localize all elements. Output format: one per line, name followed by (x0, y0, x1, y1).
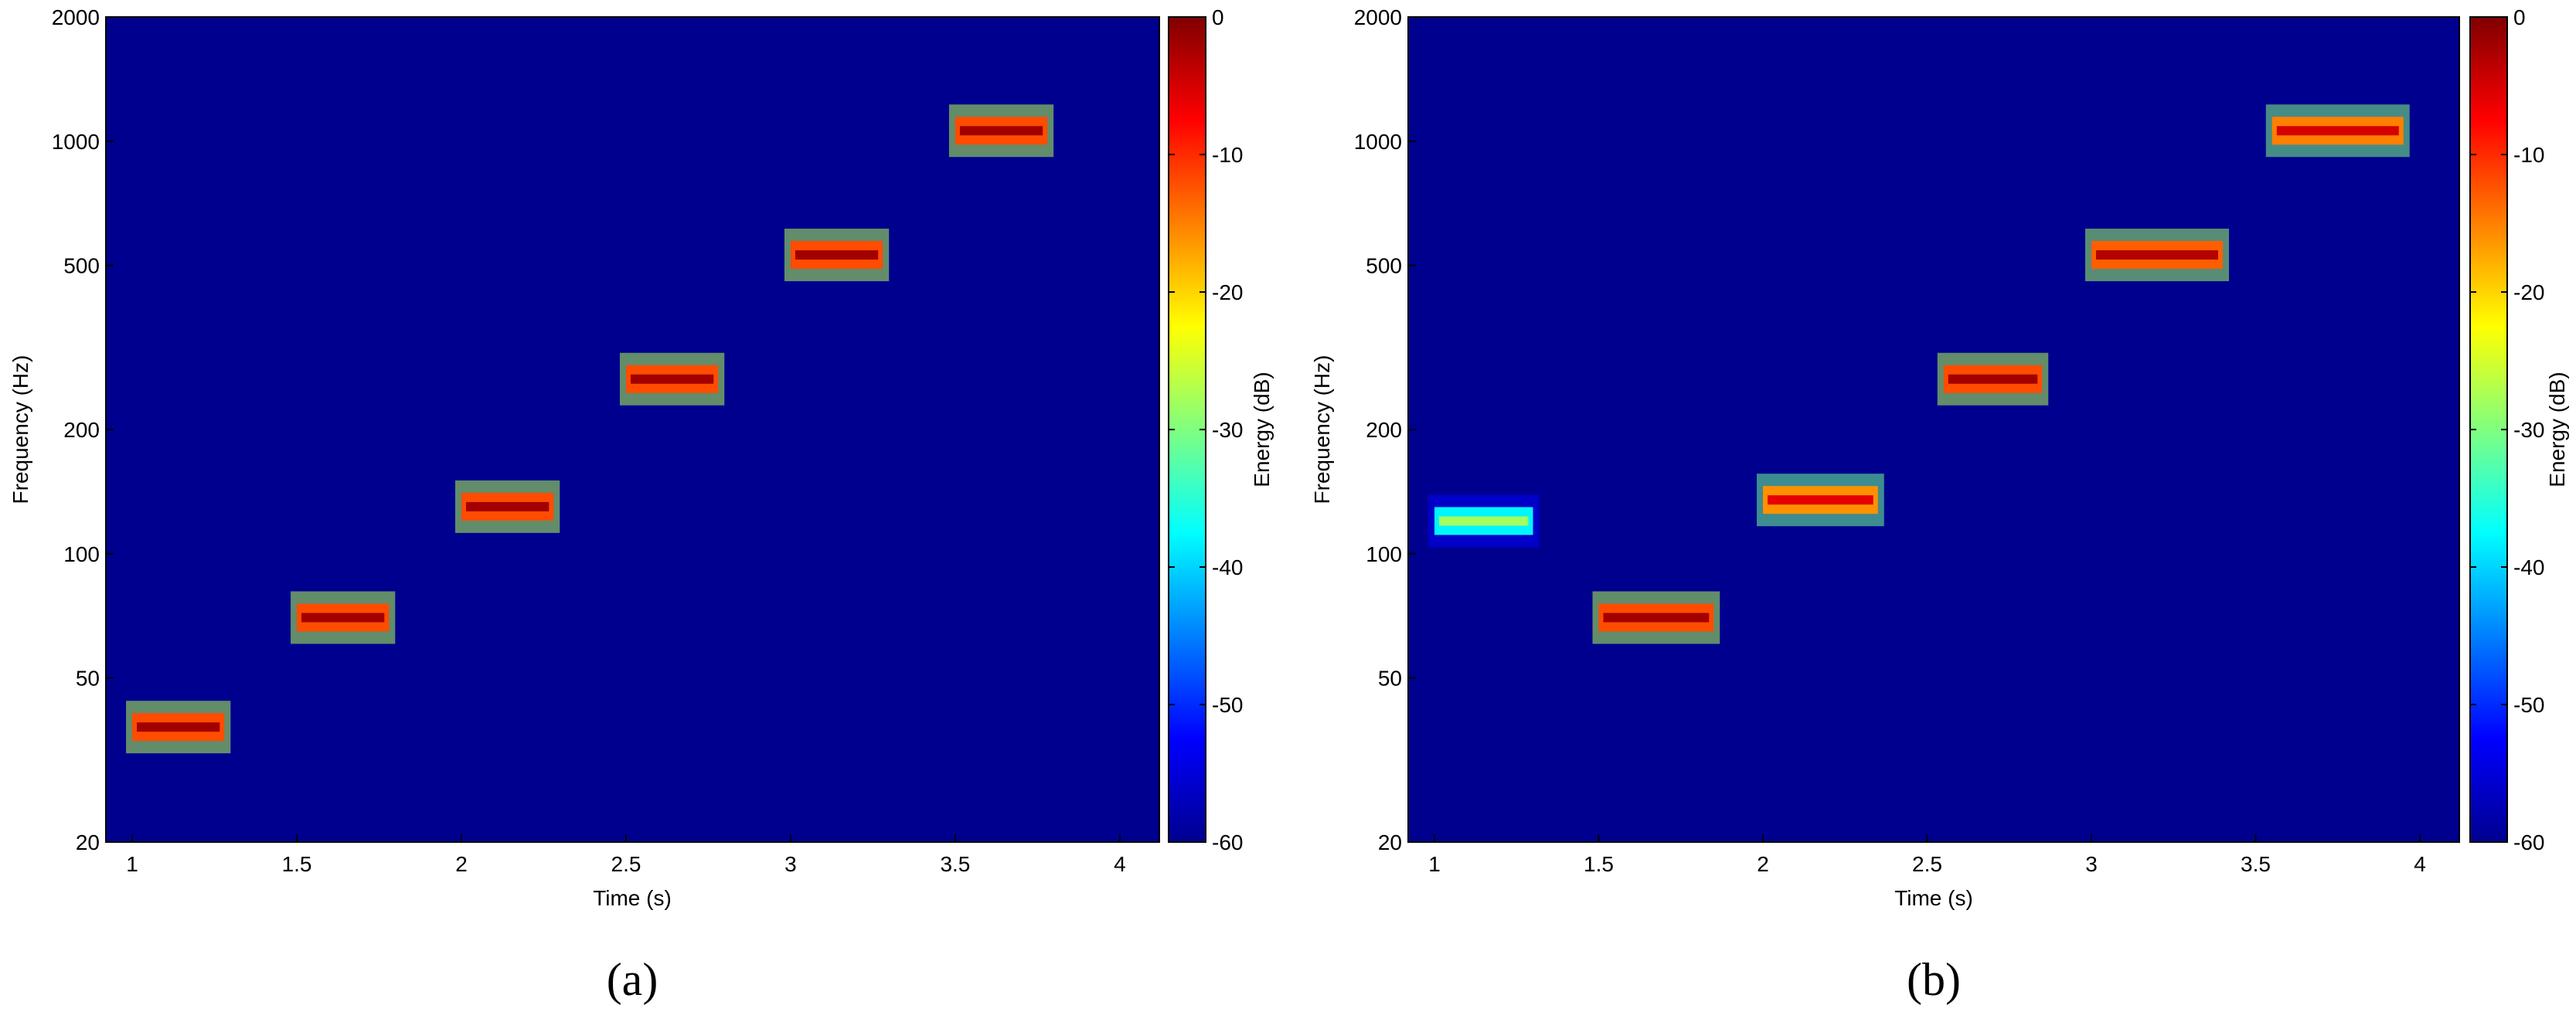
x-tick-label: 2 (1757, 852, 1769, 876)
x-tick-label: 2 (455, 852, 468, 876)
colorbar-tick-label: -10 (1212, 143, 1243, 167)
x-tick-label: 3 (2085, 852, 2098, 876)
heatmap-marks (1428, 104, 2410, 644)
colorbar-label: Energy (dB) (1250, 372, 1274, 487)
y-tick-label: 1000 (1354, 130, 1402, 154)
colorbar-tick-label: -60 (1212, 830, 1243, 854)
tone-core (301, 613, 385, 623)
y-tick-label: 50 (76, 667, 100, 691)
panel-b: 1 1.5 2 2.5 3 3.5 4 20 50 100 200 500 1000 2000 Time… (1310, 5, 2569, 1005)
x-tick-label: 1.5 (282, 852, 312, 876)
colorbar-tick-label: 0 (2513, 5, 2526, 29)
y-tick-label: 2000 (52, 5, 100, 29)
colorbar-tick-label: -20 (2513, 280, 2544, 304)
y-axis-label: Frequency (Hz) (1310, 355, 1334, 504)
x-tick-label: 3.5 (940, 852, 970, 876)
y-ticks: 20 50 100 200 500 1000 2000 (52, 5, 114, 854)
x-tick-label: 2.5 (611, 852, 641, 876)
colorbar-tick-label: -50 (1212, 693, 1243, 717)
heatmap-marks (126, 104, 1054, 754)
tone-core (1768, 495, 1873, 505)
colorbar-tick-label: -40 (2513, 555, 2544, 579)
x-tick-label: 4 (1114, 852, 1126, 876)
tone-core (2276, 126, 2399, 136)
y-tick-label: 1000 (52, 130, 100, 154)
colorbar-tick-label: -60 (2513, 830, 2544, 854)
colorbar-tick-label: -50 (2513, 693, 2544, 717)
tone-core (959, 126, 1043, 136)
x-axis-label: Time (s) (593, 886, 672, 910)
tone-core (1948, 374, 2038, 384)
x-ticks: 1 1.5 2 2.5 3 3.5 4 (1428, 834, 2426, 876)
x-tick-label: 1.5 (1584, 852, 1614, 876)
colorbar-tick-label: -20 (1212, 280, 1243, 304)
tone-core (1603, 613, 1710, 623)
colorbar-tick-label: -10 (2513, 143, 2544, 167)
y-tick-label: 200 (1366, 418, 1402, 442)
tone-core (2096, 250, 2218, 260)
y-ticks: 20 50 100 200 500 1000 2000 (1354, 5, 1416, 854)
y-tick-label: 500 (1366, 254, 1402, 278)
tone-core (630, 374, 714, 384)
colorbar-tick-label: 0 (1212, 5, 1224, 29)
tone-core (795, 250, 879, 260)
colorbar-ticks: 0 -10 -20 -30 -40 -50 -60 (2470, 5, 2544, 854)
panel-caption: (a) (607, 954, 658, 1005)
colorbar-tick-label: -40 (1212, 555, 1243, 579)
y-tick-label: 50 (1378, 667, 1402, 691)
y-tick-label: 200 (63, 418, 100, 442)
colorbar-tick-label: -30 (1212, 418, 1243, 442)
tone-core (137, 722, 220, 732)
y-tick-label: 20 (76, 830, 100, 854)
x-tick-label: 2.5 (1912, 852, 1942, 876)
x-ticks: 1 1.5 2 2.5 3 3.5 4 (126, 834, 1126, 876)
tone-core (1439, 516, 1529, 526)
colorbar-tick-label: -30 (2513, 418, 2544, 442)
panel-a: 1 1.5 2 2.5 3 3.5 4 20 50 100 200 500 1000 2000 Time… (9, 5, 1274, 1005)
y-tick-label: 100 (1366, 542, 1402, 566)
y-tick-label: 500 (63, 254, 100, 278)
x-tick-label: 1 (126, 852, 138, 876)
y-axis-label: Frequency (Hz) (9, 355, 32, 504)
colorbar-label: Energy (dB) (2545, 372, 2569, 487)
x-tick-label: 4 (2414, 852, 2426, 876)
y-tick-label: 2000 (1354, 5, 1402, 29)
y-tick-label: 100 (63, 542, 100, 566)
panel-caption: (b) (1907, 954, 1961, 1005)
tone-core (466, 501, 550, 511)
x-axis-label: Time (s) (1894, 886, 1973, 910)
x-tick-label: 1 (1428, 852, 1441, 876)
colorbar-ticks: 0 -10 -20 -30 -40 -50 -60 (1169, 5, 1243, 854)
x-tick-label: 3 (784, 852, 797, 876)
y-tick-label: 20 (1378, 830, 1402, 854)
x-tick-label: 3.5 (2241, 852, 2271, 876)
